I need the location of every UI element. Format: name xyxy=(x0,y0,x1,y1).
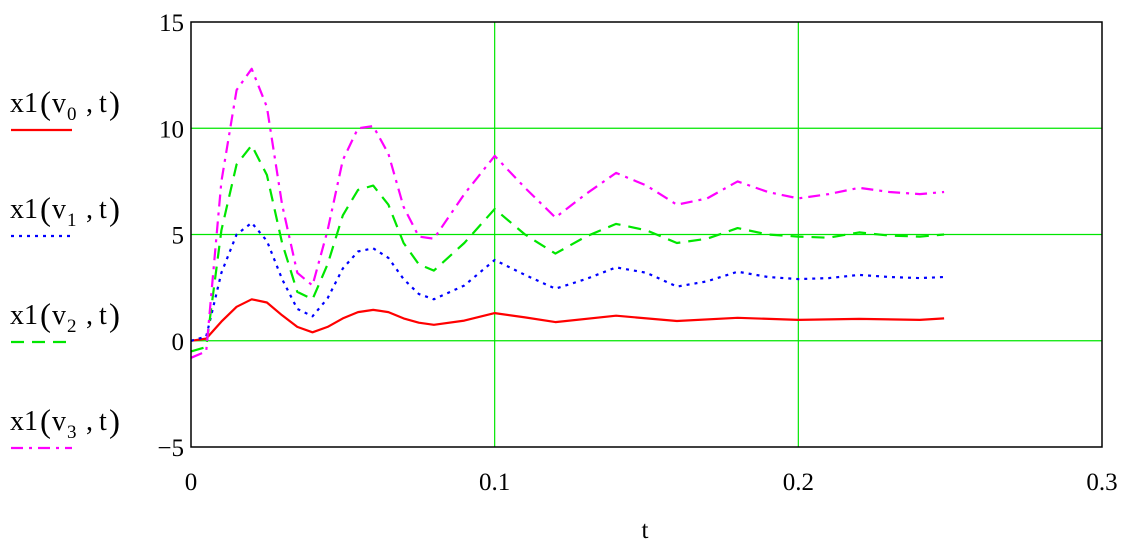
x-tick-label: 0 xyxy=(185,469,198,496)
legend-arg: t xyxy=(99,406,107,437)
series-line-v1 xyxy=(190,221,945,342)
series-line-v2 xyxy=(190,144,945,353)
grid-lines xyxy=(191,22,1102,447)
legend-var: v xyxy=(52,300,66,331)
y-tick-label: 5 xyxy=(172,223,185,250)
series-line-v3 xyxy=(190,67,945,359)
x-tick-label: 0.3 xyxy=(1086,469,1117,496)
legend-label: x1 xyxy=(10,88,38,119)
legend-close-paren: ) xyxy=(109,86,120,122)
legend-close-paren: ) xyxy=(109,298,120,334)
legend-arg: t xyxy=(99,88,107,119)
legend-item: x1(v 3, t) xyxy=(10,404,120,450)
legend-arg: t xyxy=(99,300,107,331)
legend-label: x1 xyxy=(10,300,38,331)
legend-open-paren: ( xyxy=(40,192,51,228)
y-tick-label: 0 xyxy=(172,329,185,356)
legend-label: x1 xyxy=(10,194,38,225)
legend-subscript: 1 xyxy=(67,210,77,231)
legend-item: x1(v 0, t) xyxy=(10,86,120,132)
legend-open-paren: ( xyxy=(40,298,51,334)
x-axis-title: t xyxy=(642,517,649,543)
legend-item: x1(v 2, t) xyxy=(10,298,120,344)
y-tick-label: 15 xyxy=(159,10,184,37)
y-tick-label: −5 xyxy=(157,435,184,462)
legend-comma: , xyxy=(86,406,93,437)
plot-series xyxy=(190,67,945,359)
legend-comma: , xyxy=(86,88,93,119)
legend-close-paren: ) xyxy=(109,404,120,440)
legend-label: x1 xyxy=(10,406,38,437)
legend-comma: , xyxy=(86,300,93,331)
y-tick-label: 10 xyxy=(159,116,184,143)
legend-subscript: 3 xyxy=(67,422,77,443)
legend: x1(v 0, t)x1(v 1, t)x1(v 2, t)x1(v 3, t) xyxy=(10,86,120,450)
legend-var: v xyxy=(52,406,66,437)
x-tick-label: 0.1 xyxy=(479,469,510,496)
legend-arg: t xyxy=(99,194,107,225)
legend-var: v xyxy=(52,194,66,225)
legend-item: x1(v 1, t) xyxy=(10,192,120,238)
legend-subscript: 2 xyxy=(67,316,77,337)
legend-close-paren: ) xyxy=(109,192,120,228)
legend-subscript: 0 xyxy=(67,104,77,125)
x-tick-label: 0.2 xyxy=(783,469,814,496)
series-line-v0 xyxy=(190,298,945,342)
legend-var: v xyxy=(52,88,66,119)
legend-open-paren: ( xyxy=(40,86,51,122)
legend-comma: , xyxy=(86,194,93,225)
legend-open-paren: ( xyxy=(40,404,51,440)
plot-frame xyxy=(190,21,1103,448)
